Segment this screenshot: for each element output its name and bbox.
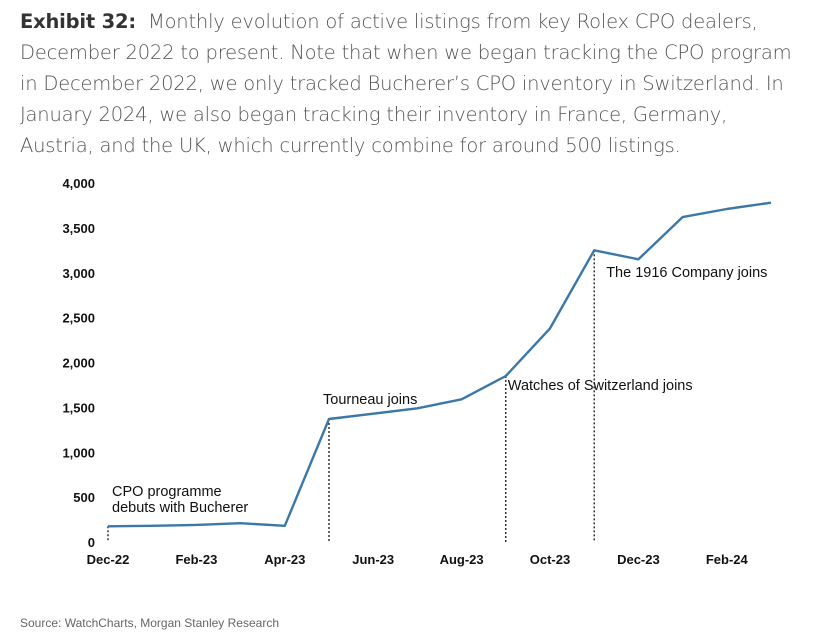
y-tick-label: 500 [73, 490, 95, 505]
y-tick-label: 4,000 [62, 176, 95, 191]
exhibit-title: Exhibit 32: Monthly evolution of active … [20, 6, 800, 161]
annotation-label: The 1916 Company joins [606, 265, 767, 281]
x-tick-label: Feb-23 [175, 552, 217, 567]
x-tick-label: Jun-23 [352, 552, 394, 567]
x-tick-label: Dec-22 [87, 552, 130, 567]
y-tick-label: 0 [88, 535, 95, 550]
x-tick-label: Feb-24 [706, 552, 749, 567]
annotation-lines [107, 250, 595, 542]
y-tick-label: 1,500 [62, 400, 95, 415]
x-tick-label: Aug-23 [440, 552, 484, 567]
line-chart: 05001,0001,5002,0002,5003,0003,5004,000 … [62, 176, 772, 567]
y-tick-label: 1,000 [62, 445, 95, 460]
x-axis: Dec-22 Feb-23 Apr-23 Jun-23 Aug-23 Oct-23 Dec-… [87, 552, 749, 567]
y-tick-label: 3,000 [62, 266, 95, 281]
series-line [107, 201, 772, 528]
y-tick-label: 2,500 [62, 311, 95, 326]
annotation-label: debuts with Bucherer [112, 500, 248, 516]
x-tick-label: Dec-23 [617, 552, 660, 567]
y-tick-label: 2,000 [62, 356, 95, 371]
y-axis: 0 500 1,000 1,500 2,000 2,500 3,000 3,500 4,000 [62, 176, 95, 550]
series-group [107, 201, 772, 528]
annotation-label: Tourneau joins [323, 392, 417, 408]
exhibit-description: Monthly evolution of active listings fro… [20, 10, 792, 157]
x-tick-label: Oct-23 [530, 552, 570, 567]
annotation-label: CPO programme [112, 484, 222, 500]
source-note: Source: WatchCharts, Morgan Stanley Rese… [20, 616, 280, 630]
y-tick-label: 3,500 [62, 221, 95, 236]
annotation-label: Watches of Switzerland joins [508, 378, 693, 394]
exhibit-label: Exhibit 32: [20, 10, 136, 33]
x-tick-label: Apr-23 [264, 552, 305, 567]
